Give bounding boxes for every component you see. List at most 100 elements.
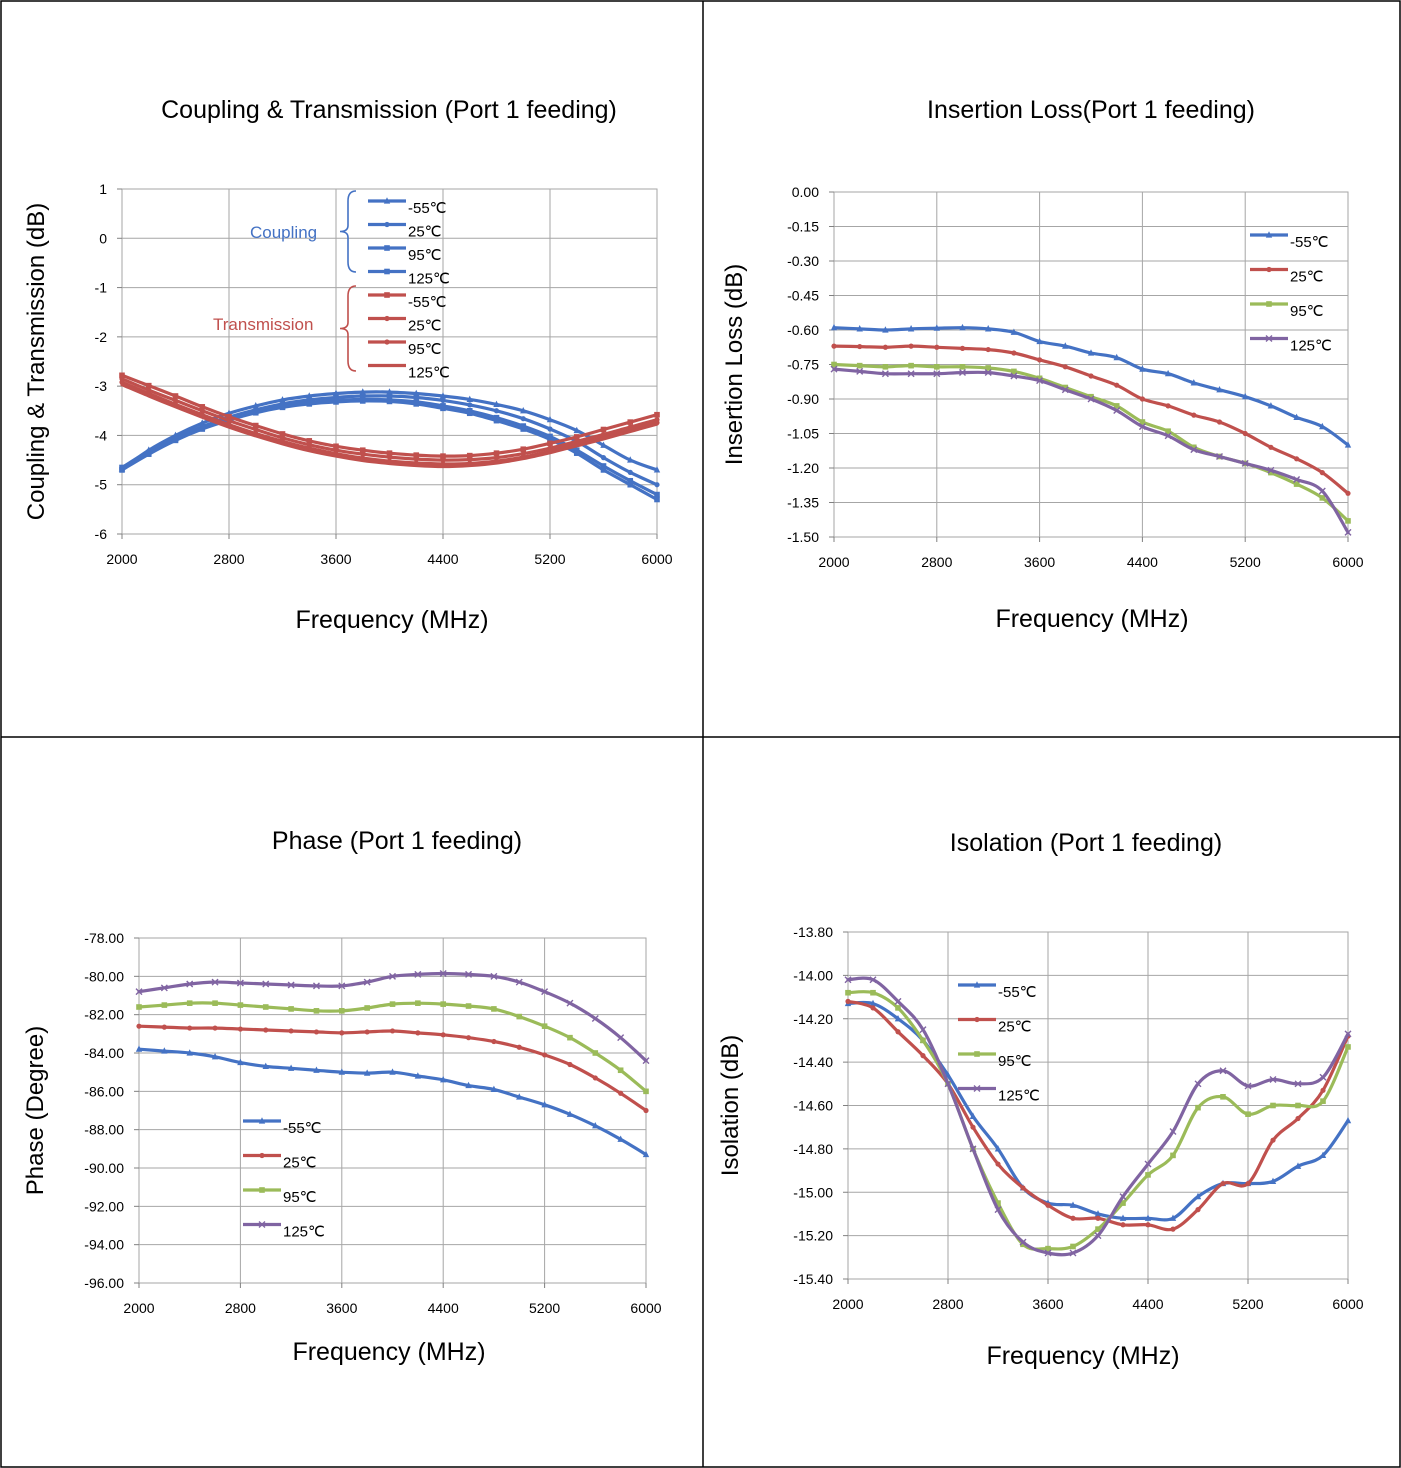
legend-marker [973, 981, 981, 988]
y-tick-label: -0.15 [787, 219, 819, 235]
data-point [969, 1145, 977, 1153]
legend: -55℃ 25℃ 95℃ 125℃ -55℃ 25℃ 95℃ 125℃ [368, 197, 450, 382]
data-point [920, 1037, 926, 1044]
x-axis-label: Frequency (MHz) [986, 1342, 1179, 1370]
data-point [520, 406, 527, 414]
data-point [490, 972, 498, 980]
data-point [493, 414, 500, 421]
x-tick-label: 2000 [832, 1296, 863, 1312]
data-point [186, 980, 194, 988]
y-tick-label: -15.40 [793, 1271, 833, 1287]
data-point [279, 431, 286, 437]
y-tick-label: -1.05 [787, 426, 819, 442]
legend-marker [259, 1152, 265, 1159]
data-point [600, 467, 607, 473]
y-tick-label: -4 [95, 427, 108, 443]
data-point [541, 988, 549, 996]
data-point [573, 450, 580, 456]
data-point [440, 1001, 446, 1007]
data-point [542, 1052, 548, 1058]
data-point [1164, 369, 1172, 377]
data-point [1139, 396, 1145, 402]
data-point [994, 1145, 1002, 1152]
data-point [1145, 1222, 1151, 1228]
legend-marker [384, 315, 390, 322]
x-tick-label: 6000 [1332, 1296, 1363, 1312]
data-point [567, 1034, 573, 1041]
data-point [547, 436, 553, 443]
data-point [881, 370, 889, 378]
data-point [252, 402, 259, 409]
chart-title: Coupling & Transmission (Port 1 feeding) [161, 96, 617, 124]
data-point [985, 365, 991, 371]
chart-3: Phase (Port 1 feeding) Frequency (MHz) Pha… [22, 827, 662, 1366]
data-point [600, 455, 607, 461]
data-point [845, 998, 851, 1005]
data-point [333, 443, 339, 450]
x-tick-label: 5200 [1232, 1296, 1263, 1312]
data-point [1070, 1243, 1076, 1250]
data-point [1268, 469, 1274, 476]
data-point [600, 441, 607, 448]
data-point [313, 1008, 320, 1014]
data-point [845, 989, 851, 996]
legend-marker [384, 339, 390, 345]
data-point [1036, 375, 1043, 382]
data-point [546, 415, 554, 423]
data-point [1113, 403, 1120, 409]
data-point [288, 1006, 294, 1012]
legend-marker [1265, 231, 1273, 238]
data-point [1293, 476, 1301, 483]
y-tick-label: -78.00 [84, 930, 124, 946]
data-point [306, 392, 313, 399]
data-point [908, 343, 914, 349]
data-point [313, 1066, 320, 1073]
data-point [466, 452, 473, 459]
y-tick-label: -14.60 [793, 1098, 833, 1114]
data-point [1269, 1075, 1277, 1083]
series-line [137, 1001, 648, 1093]
brace [339, 190, 357, 273]
data-point [1269, 1177, 1277, 1185]
data-point [339, 1030, 345, 1036]
x-tick-label: 3600 [1032, 1296, 1063, 1312]
x-tick-label: 2800 [225, 1300, 256, 1316]
legend: -55℃ 25℃ 95℃ 125℃ [243, 1117, 325, 1241]
data-point [1216, 386, 1223, 393]
data-point [440, 405, 446, 412]
data-point [1036, 377, 1044, 385]
x-tick-label: 6000 [630, 1300, 661, 1316]
data-point [1216, 453, 1223, 460]
data-point [119, 372, 125, 379]
data-point [994, 1206, 1002, 1214]
data-point [279, 404, 286, 411]
data-point [1170, 1226, 1176, 1232]
legend-marker [384, 268, 390, 275]
data-point [933, 370, 941, 378]
data-point [1319, 1151, 1327, 1158]
data-point [857, 343, 863, 350]
series-line [832, 362, 1350, 523]
y-tick-label: -82.00 [84, 1007, 124, 1023]
data-point [959, 369, 966, 377]
legend-marker [384, 245, 390, 251]
data-point [490, 1085, 498, 1093]
data-point [1094, 1232, 1102, 1240]
data-point [1195, 1104, 1201, 1111]
data-point [627, 477, 634, 484]
brace [339, 285, 357, 372]
data-point [1293, 413, 1300, 420]
data-point [1319, 495, 1326, 501]
y-tick-label: -1.20 [787, 460, 819, 476]
data-point [1241, 459, 1249, 467]
data-point [1037, 357, 1043, 363]
data-point [1345, 1044, 1351, 1050]
series-2 [136, 1023, 649, 1114]
data-point [907, 325, 915, 332]
plot-area [121, 188, 658, 535]
data-point [1045, 1202, 1051, 1208]
data-point [627, 419, 634, 425]
data-point [263, 1027, 269, 1033]
data-point [882, 344, 889, 350]
data-point [1320, 1098, 1326, 1104]
